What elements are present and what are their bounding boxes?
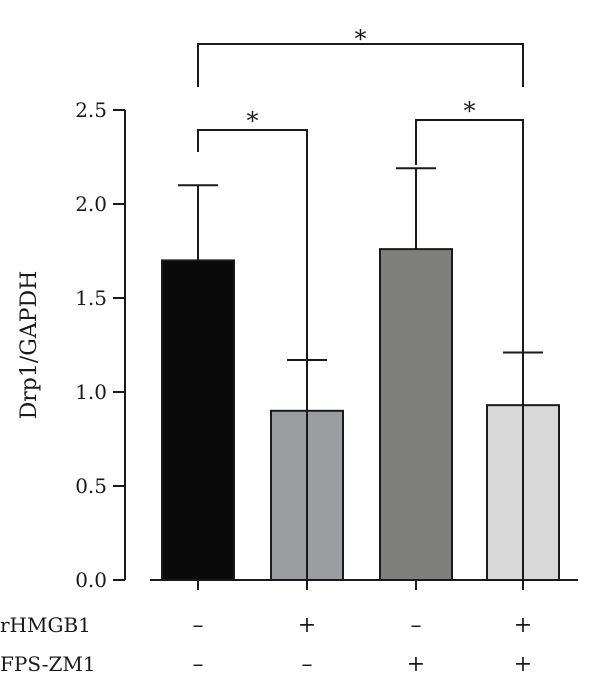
treatment-sign-1-3: – bbox=[411, 613, 422, 638]
bar-1 bbox=[161, 259, 235, 581]
treatment-sign-2-2: – bbox=[302, 652, 313, 677]
y-tick-label-2: 0.5 bbox=[75, 474, 107, 498]
bar-3 bbox=[379, 248, 453, 581]
treatment-sign-1-4: + bbox=[514, 613, 532, 638]
treatment-name-2: FPS-ZM1 bbox=[0, 652, 96, 676]
bars bbox=[161, 248, 560, 581]
treatment-table: rHMGB1 – + – + FPS-ZM1 – – + + bbox=[0, 613, 532, 677]
y-axis: 0.0 0.5 1.0 1.5 2.0 2.5 bbox=[75, 98, 578, 592]
y-tick-label-6: 2.5 bbox=[75, 98, 107, 122]
significance-label-1: * bbox=[247, 107, 259, 135]
treatment-sign-1-1: – bbox=[193, 613, 204, 638]
y-tick-label-1: 0.0 bbox=[75, 568, 107, 592]
significance-label-2: * bbox=[464, 97, 476, 125]
significance-bracket-1 bbox=[197, 129, 308, 580]
y-tick-label-3: 1.0 bbox=[75, 380, 107, 404]
significance-bracket-3 bbox=[197, 43, 524, 87]
treatment-sign-2-4: + bbox=[514, 652, 532, 677]
significance-bracket-2 bbox=[415, 119, 524, 580]
treatment-sign-1-2: + bbox=[298, 613, 316, 638]
significance-brackets: * * * bbox=[197, 25, 524, 580]
y-tick-label-5: 2.0 bbox=[75, 192, 107, 216]
significance-label-3: * bbox=[355, 25, 367, 53]
y-tick-label-4: 1.5 bbox=[75, 286, 107, 310]
treatment-sign-2-1: – bbox=[193, 652, 204, 677]
treatment-sign-2-3: + bbox=[407, 652, 425, 677]
y-axis-label: Drp1/GAPDH bbox=[17, 271, 42, 420]
treatment-name-1: rHMGB1 bbox=[0, 613, 91, 637]
